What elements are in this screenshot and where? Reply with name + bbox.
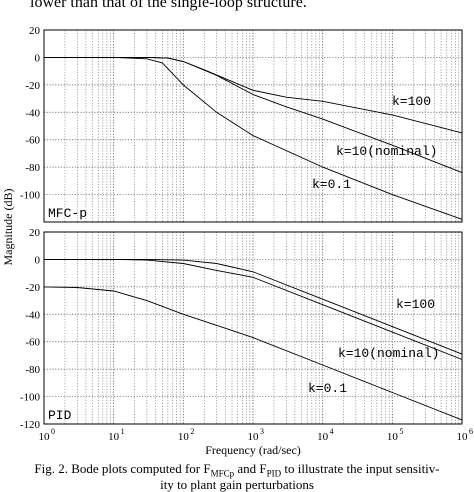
caption-suffix: to illustrate the input sensitiv- bbox=[281, 461, 440, 476]
y-tick-label: -80 bbox=[25, 364, 40, 376]
y-tick-label: -120 bbox=[20, 419, 41, 431]
y-tick-label: -60 bbox=[25, 337, 40, 349]
x-tick-exponent: 2 bbox=[190, 427, 194, 436]
x-tick-label: 10 bbox=[39, 431, 51, 443]
panel-pid: 200-20-40-60-80-100-120k=100k=10(nominal… bbox=[20, 227, 473, 457]
caption-prefix: Fig. 2. Bode plots computed for F bbox=[34, 461, 211, 476]
y-tick-label: 20 bbox=[29, 25, 41, 37]
x-tick-label: 10 bbox=[457, 431, 469, 443]
y-tick-label: 0 bbox=[35, 52, 41, 64]
curve-annotation: k=10(nominal) bbox=[336, 144, 437, 159]
curve-annotation: k=0.1 bbox=[312, 177, 351, 192]
y-tick-label: -40 bbox=[25, 107, 40, 119]
series-line bbox=[43, 286, 463, 421]
series-line bbox=[44, 258, 463, 360]
x-tick-exponent: 6 bbox=[469, 427, 473, 436]
y-tick-label: -80 bbox=[25, 162, 40, 174]
x-tick-label: 10 bbox=[178, 431, 190, 443]
plot-frame bbox=[43, 231, 463, 425]
y-axis-label: Magnitude (dB) bbox=[1, 189, 15, 266]
x-tick-exponent: 1 bbox=[121, 427, 125, 436]
caption-mid: and F bbox=[234, 461, 267, 476]
caption-line-2: ity to plant gain perturbations bbox=[160, 477, 314, 492]
y-tick-label: -20 bbox=[25, 80, 40, 92]
curve-annotation: k=10(nominal) bbox=[338, 346, 439, 361]
x-tick-label: 10 bbox=[317, 431, 329, 443]
x-tick-label: 10 bbox=[108, 431, 120, 443]
x-tick-exponent: 0 bbox=[51, 427, 55, 436]
panel-label: PID bbox=[48, 408, 72, 423]
y-tick-label: 0 bbox=[35, 254, 41, 266]
x-axis-label: Frequency (rad/sec) bbox=[205, 443, 301, 457]
y-tick-label: -20 bbox=[25, 282, 40, 294]
x-tick-exponent: 3 bbox=[260, 427, 264, 436]
x-tick-exponent: 4 bbox=[330, 427, 334, 436]
curve-annotation: k=100 bbox=[392, 94, 431, 109]
y-tick-label: 20 bbox=[29, 227, 41, 239]
x-tick-exponent: 5 bbox=[399, 427, 403, 436]
caption-line-1: Fig. 2. Bode plots computed for FMFCp an… bbox=[0, 461, 474, 482]
y-tick-label: -100 bbox=[20, 190, 41, 202]
caption-sub-mfcp: MFCp bbox=[210, 468, 235, 479]
curve-annotation: k=100 bbox=[396, 297, 435, 312]
bode-figure: 200-20-40-60-80-100k=100k=10(nominal)k=0… bbox=[1, 25, 473, 457]
top-text: lower than that of the single-loop struc… bbox=[30, 0, 307, 11]
x-tick-label: 10 bbox=[248, 431, 260, 443]
panel-mfc-p: 20 0 -20 -40 -60 -80 -100 k=100 k=10(nominal) k=0… bbox=[20, 25, 463, 223]
x-tick-label: 10 bbox=[387, 431, 399, 443]
series-line bbox=[44, 56, 463, 174]
series-line bbox=[44, 56, 463, 220]
y-tick-label: -100 bbox=[20, 392, 41, 404]
y-tick-label: -40 bbox=[25, 309, 40, 321]
plot-frame bbox=[43, 29, 463, 223]
curve-annotation: k=0.1 bbox=[308, 381, 347, 396]
caption-sub-pid: PID bbox=[266, 468, 282, 479]
y-tick-label: -60 bbox=[25, 135, 40, 147]
panel-label: MFC-p bbox=[48, 206, 87, 221]
